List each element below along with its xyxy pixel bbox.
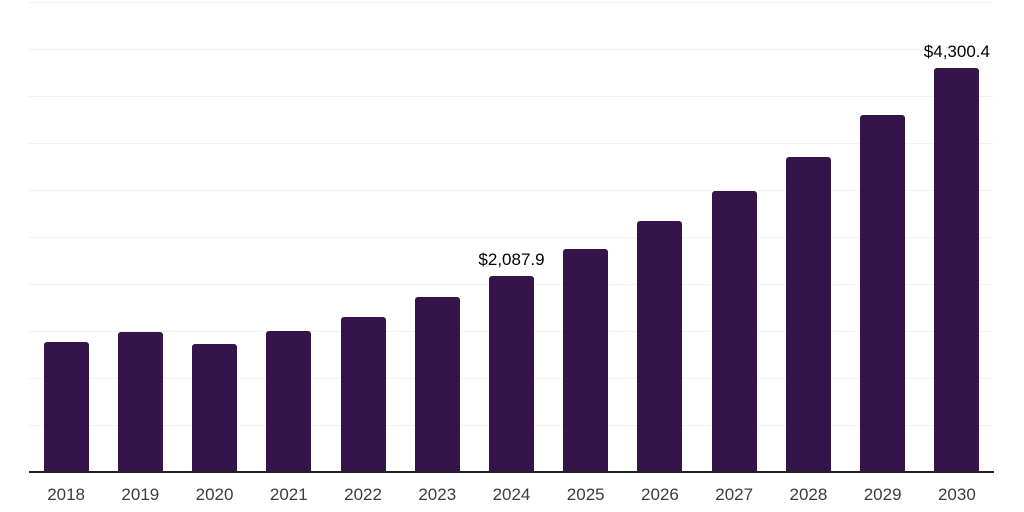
x-axis-line bbox=[29, 471, 994, 473]
bar-2018[interactable] bbox=[43, 342, 89, 472]
bar-2026[interactable] bbox=[637, 221, 683, 472]
bar-2022[interactable] bbox=[340, 316, 386, 472]
x-tick-label-2025: 2025 bbox=[566, 485, 605, 504]
x-tick-label-2024: 2024 bbox=[492, 485, 531, 504]
bar-2020[interactable] bbox=[192, 343, 238, 472]
x-tick-label-2019: 2019 bbox=[121, 485, 160, 504]
x-tick-label-2020: 2020 bbox=[195, 485, 234, 504]
bar-2030[interactable] bbox=[934, 67, 980, 472]
x-tick-label-2021: 2021 bbox=[269, 485, 308, 504]
bar-2021[interactable] bbox=[266, 331, 312, 472]
bar-2023[interactable] bbox=[414, 297, 460, 472]
gridline bbox=[29, 143, 994, 144]
gridline bbox=[29, 190, 994, 191]
gridline bbox=[29, 96, 994, 97]
x-tick-label-2026: 2026 bbox=[641, 485, 679, 504]
x-tick-label-2027: 2027 bbox=[715, 485, 754, 504]
gridline bbox=[29, 237, 994, 238]
x-tick-label-2030: 2030 bbox=[937, 485, 976, 504]
gridline bbox=[29, 2, 994, 3]
x-tick-label-2029: 2029 bbox=[863, 485, 902, 504]
bar-2024[interactable] bbox=[489, 275, 534, 472]
x-tick-label-2028: 2028 bbox=[789, 485, 828, 504]
data-label-2024: $2,087.9 bbox=[478, 249, 545, 269]
bar-2028[interactable] bbox=[785, 157, 831, 472]
bar-2027[interactable] bbox=[711, 191, 757, 472]
bar-2025[interactable] bbox=[563, 249, 609, 472]
x-tick-label-2022: 2022 bbox=[344, 485, 382, 504]
x-tick-label-2023: 2023 bbox=[418, 485, 457, 504]
bar-2029[interactable] bbox=[860, 114, 906, 472]
x-tick-label-2018: 2018 bbox=[47, 485, 86, 504]
gridline bbox=[29, 49, 994, 50]
bar-2019[interactable] bbox=[117, 331, 163, 472]
data-label-2030: $4,300.4 bbox=[923, 41, 990, 61]
